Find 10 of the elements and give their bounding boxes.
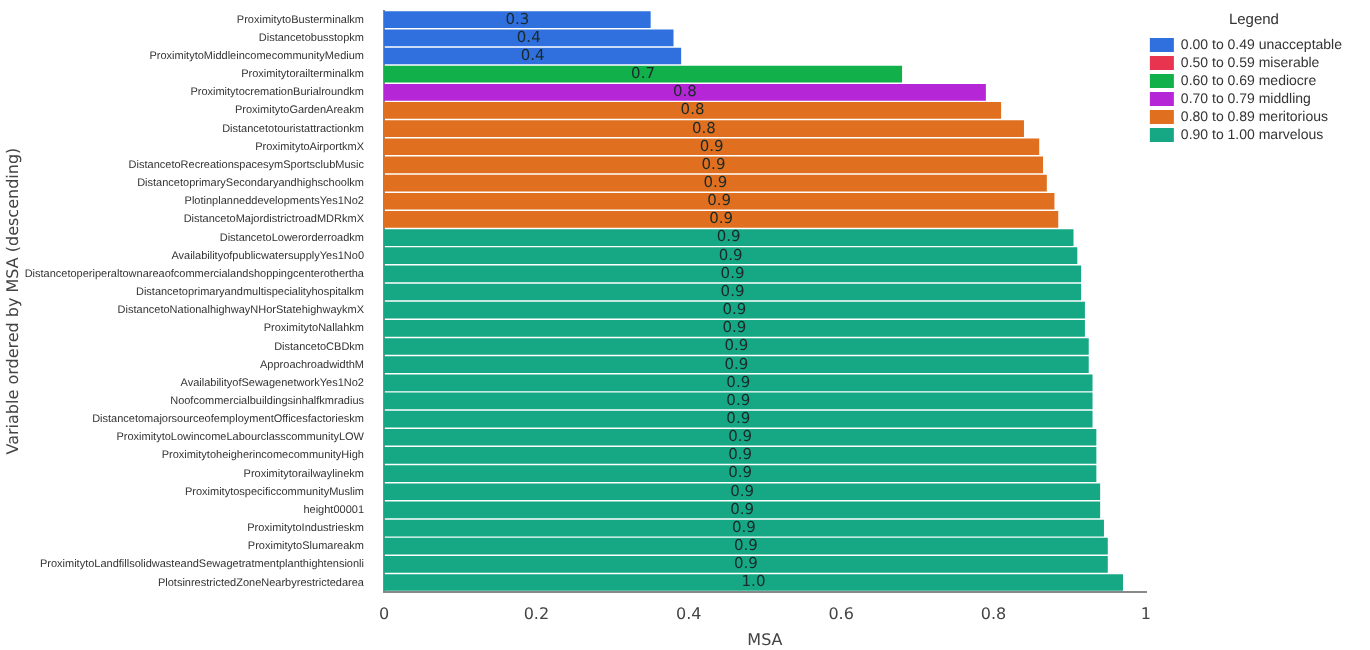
bar (384, 65, 903, 83)
bar (384, 83, 986, 101)
x-tick-label: 1 (1140, 605, 1151, 624)
y-axis-title: Variable ordered by MSA (descending) (3, 147, 22, 455)
x-tick-label: 0.2 (523, 605, 550, 624)
x-tick-label: 0 (378, 605, 390, 624)
x-tick-label: 0.6 (828, 605, 854, 624)
x-axis-title: MSA (747, 630, 784, 649)
x-tick-label: 0.8 (980, 605, 1007, 624)
x-tick-label: 0.4 (676, 605, 702, 624)
